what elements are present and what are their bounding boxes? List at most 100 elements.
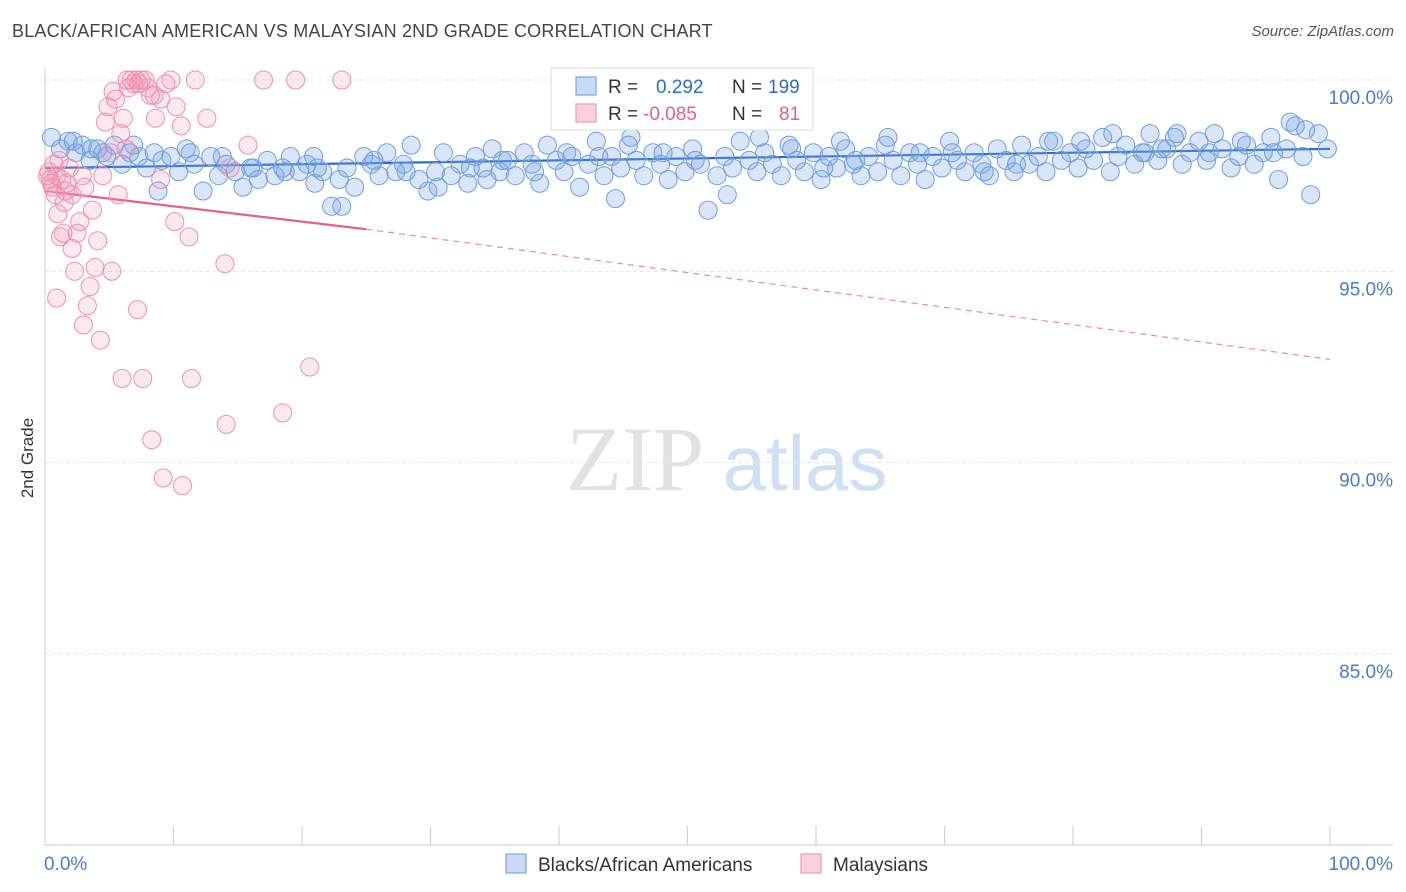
point-malaysians: [108, 185, 128, 205]
point-malaysians: [98, 97, 118, 117]
point-blacks: [148, 181, 168, 201]
point-blacks: [396, 162, 416, 182]
y-tick-label: 90.0%: [1339, 471, 1393, 492]
point-blacks: [1197, 150, 1217, 170]
point-blacks: [579, 154, 599, 174]
point-malaysians: [254, 70, 273, 90]
point-blacks: [1212, 139, 1232, 159]
point-blacks: [1140, 124, 1160, 144]
point-blacks: [93, 143, 113, 163]
point-malaysians: [101, 143, 120, 163]
point-malaysians: [113, 108, 133, 128]
point-blacks: [63, 131, 83, 151]
series-legend-swatch-blue: [505, 853, 527, 874]
point-malaysians: [44, 154, 64, 174]
point-blacks: [910, 143, 930, 163]
point-blacks: [875, 135, 895, 155]
point-blacks: [332, 196, 352, 216]
point-blacks: [739, 150, 759, 170]
point-blacks: [859, 147, 879, 166]
y-tick-label: 100.0%: [1329, 88, 1394, 109]
point-blacks: [433, 143, 453, 163]
point-blacks: [1004, 162, 1024, 182]
point-blacks: [1103, 124, 1123, 144]
point-blacks: [908, 154, 927, 174]
legend-n-label-pink: N =: [732, 104, 762, 125]
point-blacks: [193, 181, 213, 201]
point-blacks: [594, 166, 614, 186]
point-blacks: [505, 166, 525, 186]
point-blacks: [557, 143, 577, 163]
point-blacks: [289, 162, 309, 182]
point-blacks: [653, 143, 673, 163]
point-malaysians: [179, 227, 199, 247]
point-blacks: [787, 150, 807, 170]
point-blacks: [621, 127, 641, 147]
point-malaysians: [173, 476, 192, 496]
point-malaysians: [65, 261, 85, 281]
point-blacks: [1116, 135, 1136, 155]
point-blacks: [466, 147, 485, 166]
point-malaysians: [129, 74, 149, 94]
point-blacks: [1293, 147, 1313, 166]
watermark: ZIP atlas: [566, 408, 887, 510]
point-blacks: [643, 143, 663, 163]
point-malaysians: [133, 369, 153, 388]
point-blacks: [233, 177, 253, 197]
point-blacks: [915, 170, 935, 189]
point-blacks: [814, 158, 834, 178]
point-blacks: [305, 173, 325, 193]
point-blacks: [606, 189, 625, 209]
point-blacks: [498, 150, 518, 170]
chart-title: BLACK/AFRICAN AMERICAN VS MALAYSIAN 2ND …: [12, 21, 713, 41]
point-malaysians: [88, 231, 108, 251]
point-blacks: [698, 200, 718, 220]
point-blacks: [811, 170, 831, 189]
point-blacks: [530, 173, 550, 193]
point-blacks: [771, 166, 791, 186]
point-malaysians: [38, 166, 58, 186]
point-malaysians: [171, 116, 191, 136]
point-blacks: [161, 147, 181, 166]
point-blacks: [1068, 158, 1088, 178]
legend-swatch-pink: [575, 103, 597, 123]
source-label: Source: ZipAtlas.com: [1251, 23, 1394, 40]
point-malaysians: [102, 261, 122, 281]
point-blacks: [1229, 147, 1249, 166]
point-blacks: [58, 131, 78, 151]
point-blacks: [586, 131, 606, 151]
point-blacks: [180, 143, 200, 163]
point-blacks: [460, 158, 480, 178]
point-blacks: [980, 166, 999, 186]
point-blacks: [426, 162, 446, 182]
series-legend-swatch-pink: [800, 853, 822, 874]
point-malaysians: [332, 70, 352, 90]
point-blacks: [361, 154, 381, 174]
point-malaysians: [93, 166, 113, 186]
point-malaysians: [112, 369, 132, 388]
data-points: [38, 70, 1337, 496]
point-blacks: [955, 162, 975, 182]
point-blacks: [803, 143, 823, 163]
legend-r-label-pink: R =: [608, 104, 638, 125]
point-blacks: [1100, 162, 1120, 182]
point-blacks: [626, 150, 646, 170]
y-tick-label: 85.0%: [1339, 662, 1393, 683]
point-malaysians: [151, 89, 171, 109]
point-blacks: [514, 143, 534, 163]
point-blacks: [651, 154, 670, 174]
point-malaysians: [49, 150, 69, 170]
point-blacks: [176, 139, 196, 159]
point-malaysians: [106, 89, 126, 109]
point-malaysians: [300, 357, 320, 377]
point-blacks: [1071, 131, 1091, 151]
point-blacks: [212, 147, 232, 166]
point-blacks: [932, 158, 952, 178]
point-blacks: [1152, 139, 1172, 159]
point-malaysians: [80, 277, 100, 297]
point-blacks: [401, 135, 421, 155]
point-malaysians: [56, 181, 76, 201]
point-blacks: [354, 147, 374, 166]
point-blacks: [723, 158, 742, 178]
